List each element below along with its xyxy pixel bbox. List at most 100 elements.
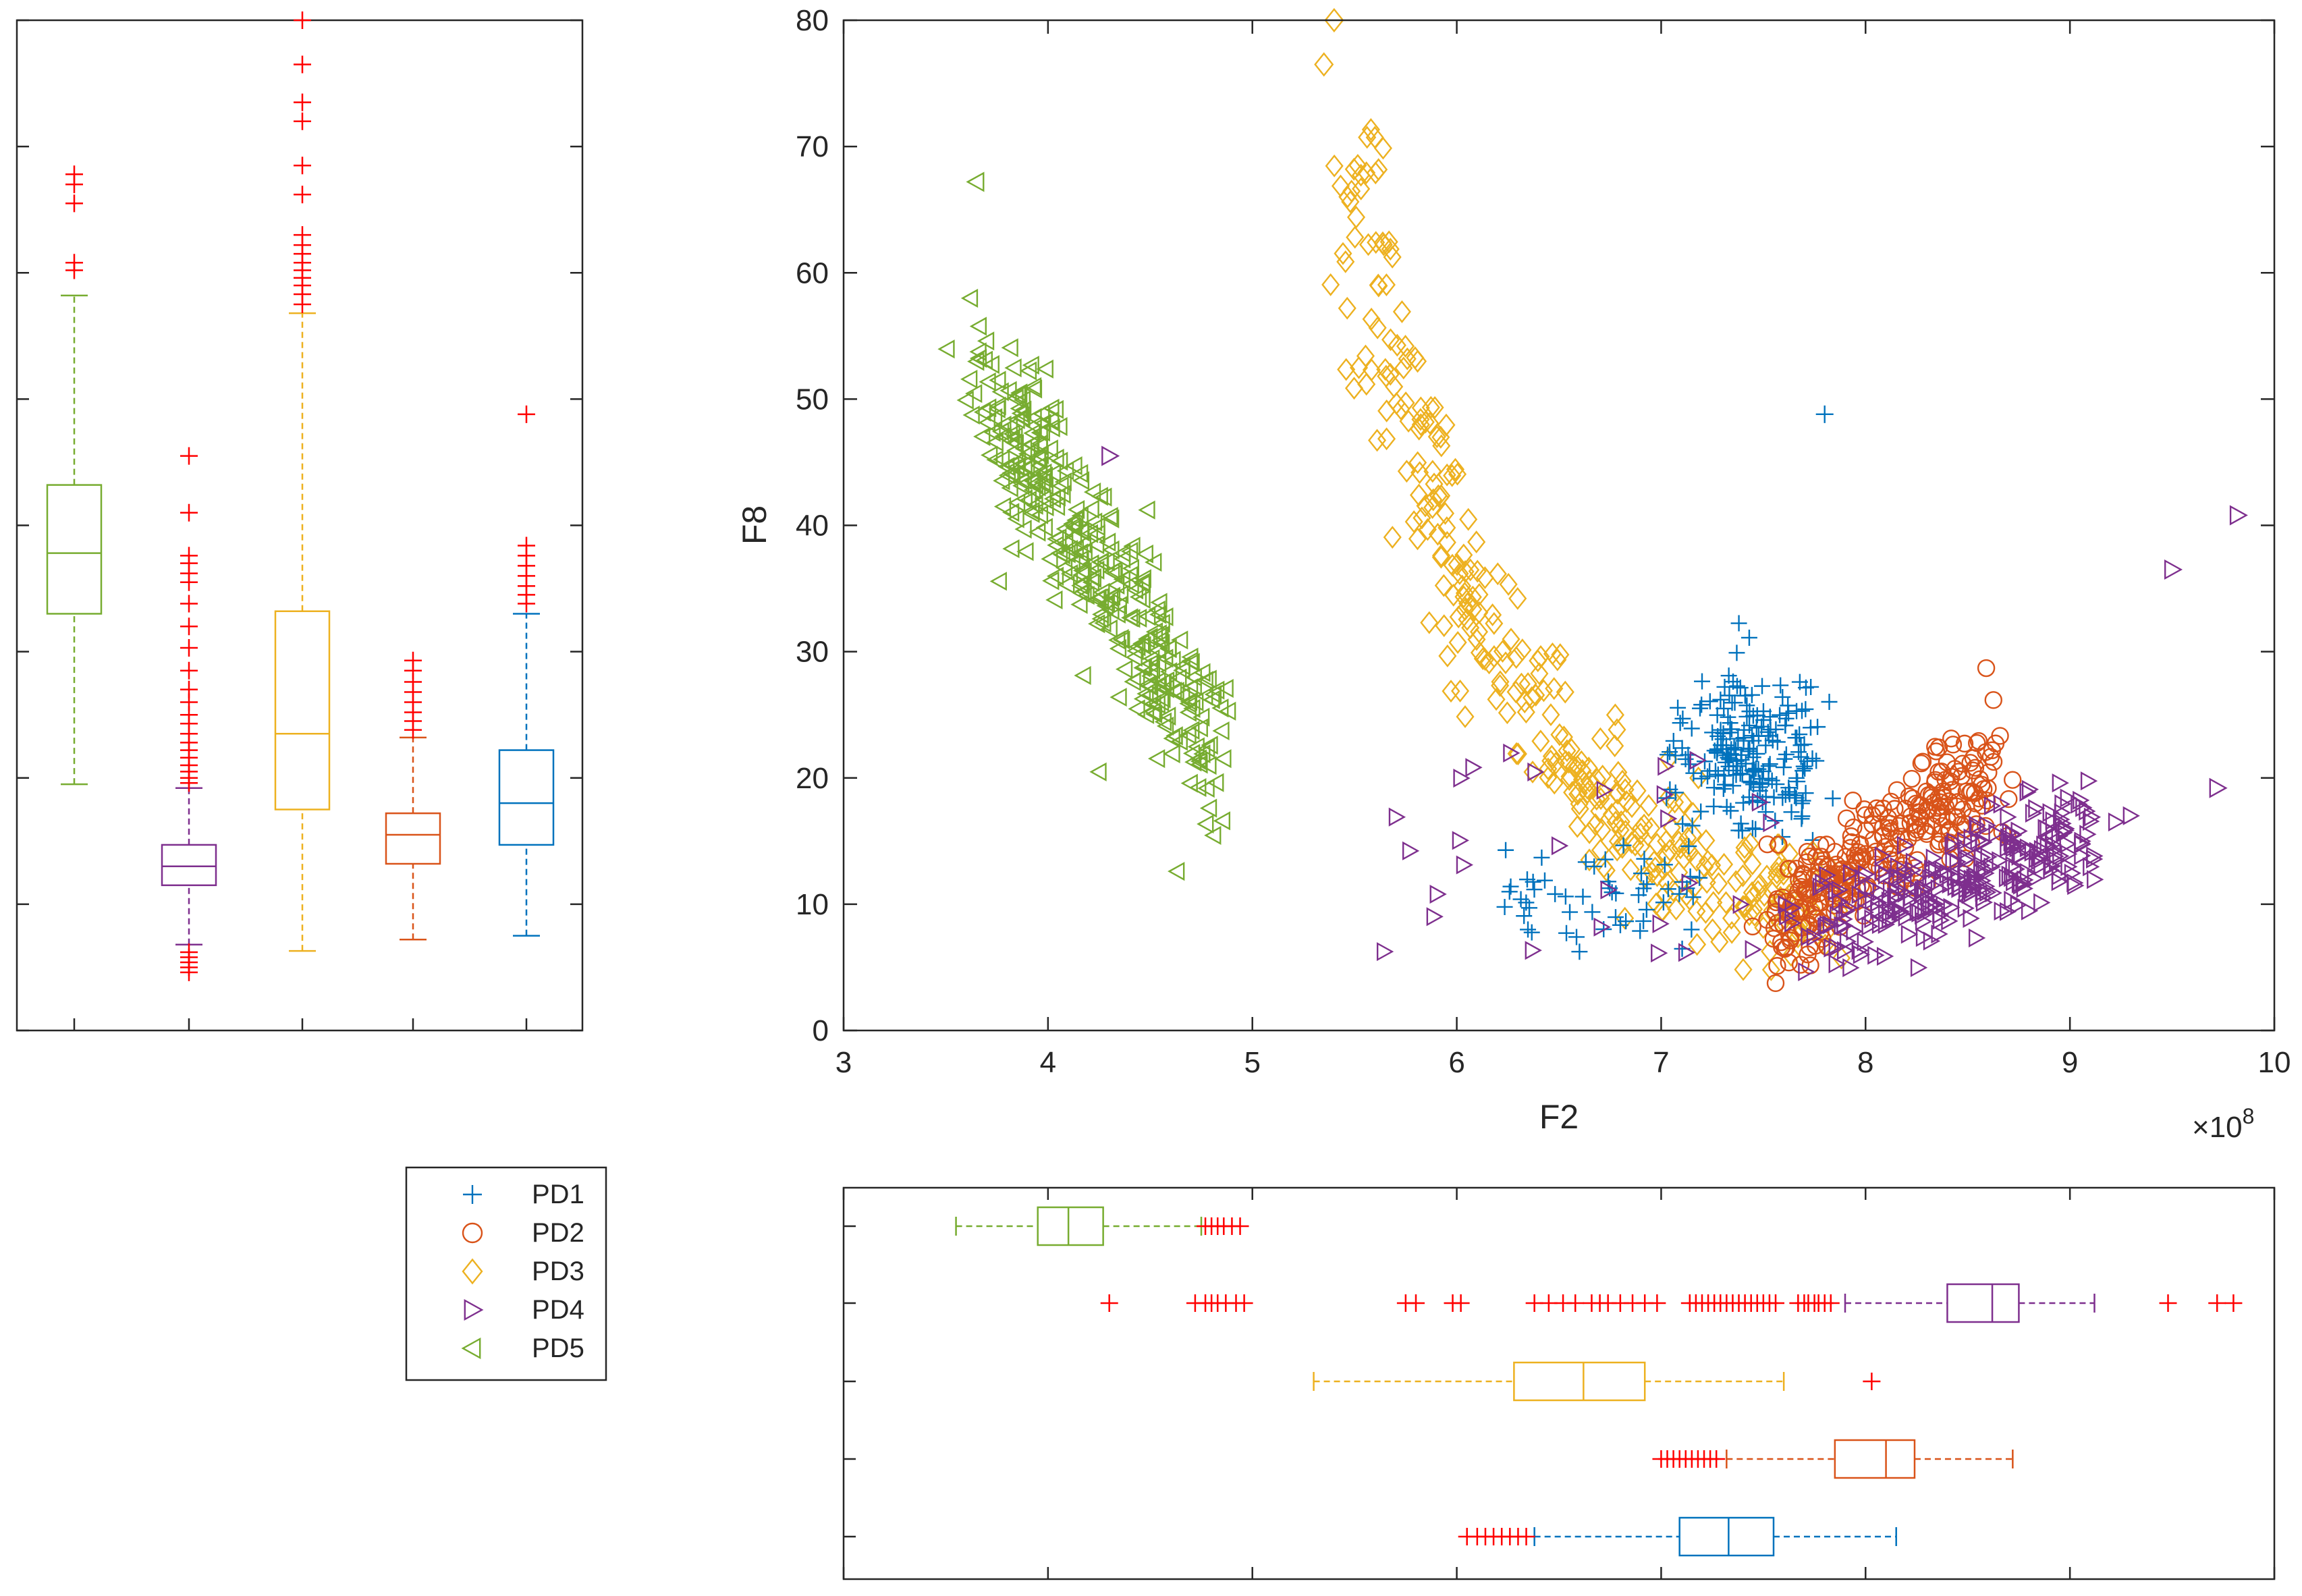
scatter-point-pd5 <box>1047 448 1064 468</box>
scatter-point-pd4 <box>2005 825 2023 844</box>
scatter-point-pd1 <box>1791 726 1808 743</box>
scatter-point-pd3 <box>1394 356 1413 380</box>
scatter-point-pd4 <box>1975 860 1994 879</box>
scatter-point-pd4 <box>1784 913 1802 933</box>
scatter-point-pd3 <box>1491 670 1510 694</box>
scatter-point-pd4 <box>2086 849 2104 869</box>
scatter-point-pd4 <box>1934 860 1952 880</box>
scatter-point-pd5 <box>1115 659 1133 679</box>
scatter-point-pd2 <box>1932 763 1951 781</box>
scatter-point-pd3 <box>1621 858 1640 881</box>
scatter-point-pd3 <box>1464 598 1483 621</box>
scatter-point-pd1 <box>1741 629 1757 646</box>
scatter-point-pd3 <box>1617 790 1636 813</box>
scatter-point-pd5 <box>1036 359 1053 379</box>
scatter-point-pd5 <box>1145 553 1162 572</box>
scatter-point-pd1 <box>1757 737 1774 754</box>
scatter-point-pd5 <box>1167 682 1184 701</box>
legend-label-pd5: PD5 <box>532 1333 584 1363</box>
scatter-point-pd3 <box>1425 395 1444 419</box>
scatter-point-pd1 <box>1692 700 1709 717</box>
scatter-point-pd2 <box>1971 770 1989 788</box>
scatter-point-pd1 <box>1743 686 1760 703</box>
scatter-point-pd5 <box>1046 566 1064 586</box>
scatter-point-pd3 <box>1337 358 1356 381</box>
scatter-point-pd4 <box>2079 802 2096 821</box>
outlier-marker <box>518 536 535 555</box>
scatter-point-pd3 <box>1348 154 1367 177</box>
scatter-point-pd4 <box>2025 803 2043 823</box>
scatter-point-pd3 <box>1687 849 1706 872</box>
scatter-point-pd3 <box>1369 274 1388 298</box>
scatter-point-pd4 <box>2056 823 2073 842</box>
scatter-point-pd4 <box>2029 842 2047 861</box>
scatter-point-pd4 <box>1452 831 1470 850</box>
scatter-point-pd3 <box>1459 507 1478 531</box>
scatter-point-pd4 <box>1600 880 1618 900</box>
scatter-point-pd4 <box>1944 835 1962 855</box>
scatter-point-pd4 <box>1877 947 1894 966</box>
scatter-point-pd4 <box>2087 870 2104 889</box>
scatter-point-pd5 <box>1145 704 1163 724</box>
scatter-point-pd5 <box>1138 500 1155 520</box>
y-tick-label: 30 <box>796 636 829 669</box>
scatter-point-pd3 <box>1487 688 1506 711</box>
scatter-point-pd1 <box>1768 776 1785 793</box>
scatter-point-pd3 <box>1491 673 1510 697</box>
scatter-point-pd4 <box>1836 909 1853 929</box>
scatter-point-pd1 <box>1712 691 1729 708</box>
scatter-point-pd2 <box>1943 781 1961 799</box>
scatter-point-pd1 <box>1747 821 1764 837</box>
scatter-point-pd1 <box>1670 699 1687 716</box>
scatter-point-pd5 <box>1056 461 1074 480</box>
scatter-point-pd3 <box>1507 742 1526 765</box>
scatter-point-pd4 <box>1889 887 1907 906</box>
scatter-point-pd3 <box>1591 838 1610 862</box>
scatter-point-pd5 <box>1100 619 1118 638</box>
scatter-point-pd4 <box>1832 892 1849 912</box>
scatter-point-pd1 <box>1568 929 1585 945</box>
scatter-point-pd4 <box>1973 863 1991 883</box>
outlier-marker <box>1231 1217 1249 1235</box>
scatter-point-pd1 <box>1512 891 1529 908</box>
legend-label-pd2: PD2 <box>532 1218 584 1248</box>
scatter-point-pd3 <box>1626 833 1645 857</box>
scatter-point-pd1 <box>1725 762 1742 779</box>
scatter-point-pd4 <box>2122 806 2140 825</box>
scatter-point-pd1 <box>1797 700 1814 717</box>
scatter-point-pd5 <box>1182 721 1200 740</box>
scatter-point-pd1 <box>1725 777 1741 794</box>
boxplot-f2-group-pd2 <box>1652 1439 2014 1479</box>
scatter-point-pd5 <box>1008 385 1026 405</box>
scatter-point-pd3 <box>1341 190 1360 213</box>
scatter-point-pd5 <box>1184 667 1202 687</box>
scatter-point-pd1 <box>1672 715 1689 732</box>
scatter-point-pd3 <box>1546 751 1565 775</box>
scatter-point-pd5 <box>1204 684 1222 705</box>
scatter-point-pd3 <box>1369 158 1388 182</box>
scatter-point-pd3 <box>1736 895 1755 918</box>
scatter-point-pd5 <box>1097 552 1115 572</box>
scatter-point-pd4 <box>1900 925 1919 944</box>
scatter-point-pd5 <box>1216 679 1234 698</box>
scatter-point-pd4 <box>1960 848 1977 868</box>
scatter-point-pd2 <box>1809 884 1828 903</box>
scatter-point-pd5 <box>1197 779 1215 798</box>
scatter-point-pd5 <box>1011 404 1029 423</box>
legend-marker-pd5 <box>461 1337 481 1360</box>
scatter-point-pd5 <box>1074 665 1091 686</box>
scatter-point-pd2 <box>1961 754 1979 772</box>
scatter-point-pd3 <box>1703 854 1722 877</box>
scatter-point-pd3 <box>1659 786 1678 809</box>
scatter-point-pd3 <box>1431 545 1450 569</box>
boxplot-f8-panel <box>16 11 584 1032</box>
scatter-point-pd4 <box>1851 885 1869 904</box>
outlier-marker <box>294 157 311 175</box>
scatter-point-pd3 <box>1558 739 1577 763</box>
scatter-point-pd5 <box>993 497 1012 516</box>
scatter-point-pd3 <box>1362 358 1381 382</box>
scatter-point-pd3 <box>1639 794 1658 817</box>
scatter-point-pd4 <box>1838 901 1856 920</box>
scatter-point-pd3 <box>1722 906 1741 930</box>
scatter-point-pd1 <box>1632 923 1649 939</box>
